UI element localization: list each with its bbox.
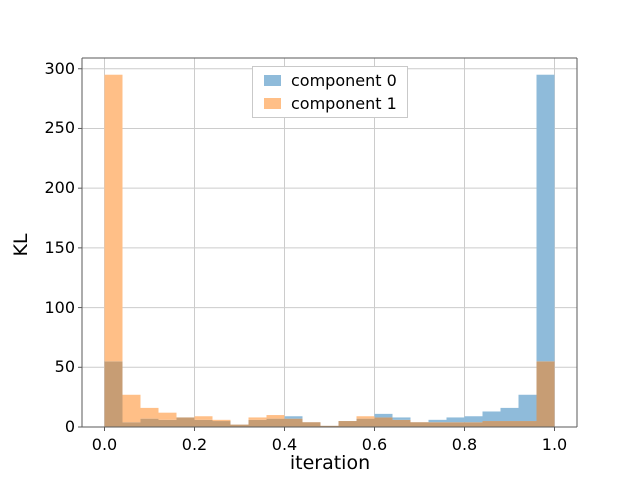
histogram-bar-overlap — [302, 422, 321, 427]
y-tick-label: 200 — [44, 178, 75, 198]
x-axis-label: iteration — [289, 452, 371, 474]
histogram-bar-overlap — [212, 421, 231, 427]
y-tick-label: 50 — [54, 357, 75, 377]
histogram-bar-overlap — [482, 421, 501, 427]
legend: component 0 component 1 — [252, 66, 408, 118]
histogram-bar-component-1 — [266, 415, 285, 419]
y-tick-label: 0 — [64, 417, 75, 436]
histogram-bar-overlap — [446, 422, 465, 427]
histogram-bar-overlap — [176, 417, 195, 427]
histogram-bar-component-1 — [140, 407, 159, 419]
x-tick-label: 0.2 — [181, 435, 208, 454]
histogram-bar-component-0 — [428, 419, 447, 423]
histogram-bar-overlap — [392, 419, 411, 427]
histogram-bar-overlap — [194, 419, 213, 427]
histogram-bar-overlap — [518, 421, 537, 427]
y-tick-label: 100 — [44, 297, 75, 317]
histogram-bar-component-0 — [518, 394, 537, 422]
x-tick-label: 0.4 — [271, 435, 298, 454]
histogram-bar-overlap — [284, 418, 303, 427]
histogram-bar-overlap — [104, 361, 123, 427]
y-tick-label: 250 — [44, 118, 75, 138]
legend-item-component-1: component 1 — [264, 95, 407, 112]
histogram-bar-overlap — [230, 424, 249, 427]
histogram-bar-component-0 — [464, 416, 483, 423]
histogram-bar-overlap — [356, 418, 375, 427]
histogram-bar-overlap — [464, 422, 483, 427]
histogram-bar-component-0 — [374, 413, 393, 418]
histogram-bar-component-0 — [284, 416, 303, 419]
histogram-bar-component-1 — [194, 416, 213, 420]
histogram-bar-overlap — [266, 418, 285, 427]
histogram-bar-component-1 — [122, 394, 141, 423]
y-axis-label: KL — [10, 233, 32, 257]
histogram-bar-overlap — [338, 421, 357, 427]
histogram-bar-overlap — [248, 419, 267, 427]
histogram-bar-component-1 — [158, 412, 177, 420]
histogram-bar-overlap — [140, 418, 159, 427]
y-tick-label: 300 — [44, 58, 75, 78]
histogram-bar-component-0 — [392, 417, 411, 420]
histogram-bar-component-1 — [248, 417, 267, 420]
histogram-bar-component-1 — [212, 419, 231, 422]
histogram-bar-overlap — [374, 417, 393, 427]
histogram-bar-component-0 — [482, 411, 501, 422]
x-tick-label: 1.0 — [541, 435, 568, 454]
histogram-bar-component-1 — [356, 416, 375, 419]
legend-label-component-1: component 1 — [291, 94, 397, 113]
x-tick-label: 0.8 — [451, 435, 478, 454]
histogram-bar-overlap — [410, 422, 429, 427]
histogram-bar-overlap — [536, 361, 555, 427]
legend-label-component-0: component 0 — [291, 71, 397, 90]
y-tick-label: 150 — [44, 237, 75, 257]
histogram-bar-overlap — [320, 425, 339, 427]
legend-swatch-component-0-icon — [264, 75, 281, 86]
legend-swatch-component-1-icon — [264, 98, 281, 109]
legend-item-component-0: component 0 — [264, 72, 407, 89]
histogram-bar-component-0 — [536, 74, 555, 362]
histogram-bar-component-1 — [104, 74, 123, 362]
histogram-bar-overlap — [428, 422, 447, 427]
x-tick-label: 0.0 — [91, 435, 118, 454]
histogram-bar-component-0 — [446, 417, 465, 423]
histogram-bar-overlap — [122, 422, 141, 427]
histogram-bar-component-0 — [500, 407, 519, 422]
histogram-bar-overlap — [500, 421, 519, 427]
histogram-bar-overlap — [158, 419, 177, 427]
x-tick-label: 0.6 — [361, 435, 388, 454]
